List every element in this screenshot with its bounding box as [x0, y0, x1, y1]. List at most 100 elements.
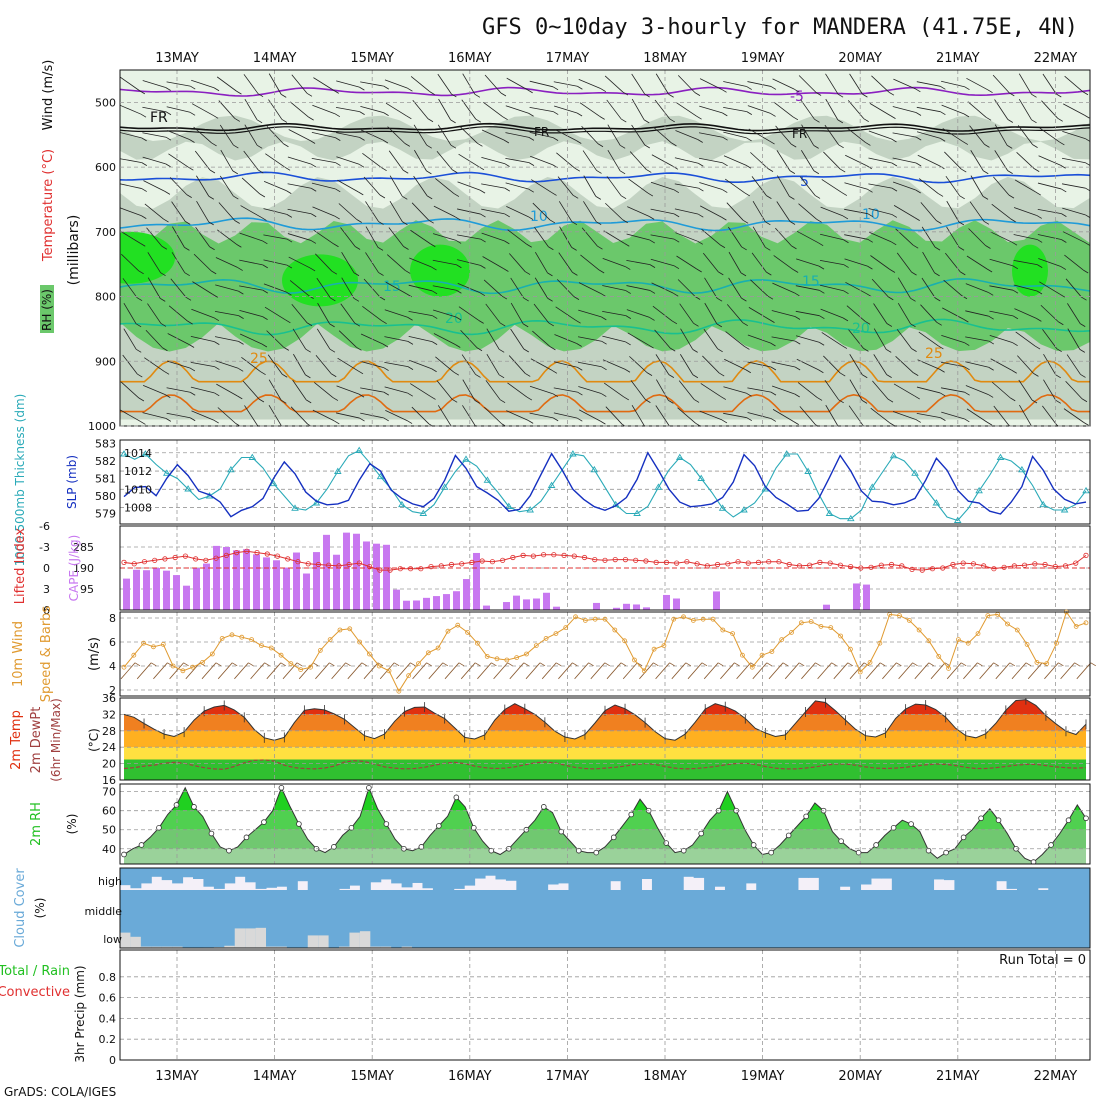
wind-barb [848, 405, 864, 426]
wind-barb [1017, 125, 1033, 145]
wind10m-point [789, 630, 794, 635]
cloud-middle-bar [923, 890, 935, 920]
wind-barb [191, 308, 214, 319]
wind-barb [1018, 98, 1032, 121]
wind-barb [522, 323, 529, 328]
wind-barb [694, 296, 701, 300]
precip-legend-convective: Convective [0, 985, 70, 1000]
thickness-point [1018, 465, 1026, 473]
cloud-middle-bar [745, 890, 757, 920]
wind-barb [340, 303, 356, 324]
wind-barb [628, 178, 649, 194]
wind-barb [772, 409, 794, 422]
wind-barb [432, 315, 438, 319]
cloud-low-bar [130, 920, 142, 948]
wind-barb [910, 297, 916, 302]
wind10m-point [622, 638, 628, 644]
wind-barb [1014, 308, 1037, 319]
cloud-high-bar [234, 868, 246, 877]
wind-barb [385, 102, 407, 117]
wind-barb-10m [1058, 662, 1064, 667]
wind-barb [751, 176, 767, 196]
wind-barb [572, 194, 579, 199]
wind-barb [455, 344, 461, 348]
wind10m-point [936, 654, 942, 659]
wind-barb [1042, 73, 1057, 95]
thickness-point [740, 506, 748, 513]
rh2m-unit-label: (%) [65, 814, 79, 835]
wind-barb [526, 243, 532, 248]
wind-barb [208, 195, 215, 200]
date-label-bottom: 18MAY [643, 1069, 687, 1084]
isotherm-line [120, 171, 1090, 184]
lifted-index-point [878, 562, 884, 568]
wind-barb [379, 194, 386, 199]
wind-barb [1057, 117, 1063, 122]
cloud-high-bar [412, 868, 423, 883]
pressure-tick-label: 900 [95, 355, 116, 368]
wind-barb [868, 130, 892, 140]
cloud-high-bar [182, 868, 194, 878]
wind-barb [281, 399, 287, 404]
wind-barb [431, 266, 437, 271]
cloud-low-bar [516, 920, 528, 948]
lifted-index-point [929, 566, 936, 572]
wind-barb [600, 88, 607, 93]
cloud-low-gray [266, 946, 277, 948]
wind-barb [577, 336, 602, 342]
cloud-low-bar [651, 920, 663, 948]
wind-axis-label: Wind (m/s) [41, 60, 56, 131]
wind10m-point [151, 644, 156, 650]
wind10m-point [779, 637, 785, 642]
rh2m-point [628, 811, 635, 818]
cape-bar [333, 554, 340, 610]
thickness-tick-label: 579 [95, 508, 116, 521]
wind-barb [989, 334, 1013, 344]
wind-barb [268, 99, 283, 120]
cloud-low-bar [224, 920, 236, 948]
wind-barb [697, 240, 704, 245]
pressure-tick-label: 800 [95, 291, 116, 304]
wind-barb [484, 74, 502, 94]
lifted-index-point [510, 554, 516, 561]
cape-bar [303, 573, 310, 610]
wind-barb [724, 178, 746, 194]
wind-barb [789, 196, 795, 200]
cloud-middle-bar [307, 890, 319, 920]
wind-barb [291, 74, 308, 94]
wind-barb [800, 99, 815, 120]
wind-barb [700, 383, 722, 397]
lifted-index-point [796, 563, 803, 569]
wind10m-point [1044, 661, 1050, 666]
wind-barb [237, 267, 243, 271]
wind10m-point [759, 652, 765, 658]
cloud-high-bar [255, 868, 267, 889]
cloud-high-bar [996, 868, 1008, 882]
wind-barb [263, 283, 287, 293]
wind-barb [310, 213, 317, 218]
lifted-index-point [489, 559, 496, 565]
wind-barb [289, 101, 309, 118]
cloud-high-bar [745, 868, 757, 884]
wind-barb [556, 279, 575, 297]
wind-barb [1012, 342, 1018, 347]
lifted-index-point [755, 559, 762, 566]
cloud-middle-bar [1006, 890, 1018, 920]
rh-tick-label: 50 [102, 824, 116, 837]
cloud-high-bar [808, 868, 820, 878]
wind-barb [844, 258, 868, 267]
wind-barb [577, 361, 602, 368]
wind-barb [409, 359, 432, 370]
wind10m-point [386, 668, 392, 674]
wind-barb [862, 374, 868, 379]
cloud-low-bar [933, 920, 945, 948]
cloud-low-bar [662, 920, 674, 948]
wind-barb [1085, 214, 1090, 219]
wind-barb [654, 99, 671, 120]
cape-bar [283, 567, 290, 610]
wind-barb [814, 118, 820, 123]
cloud-low-bar [453, 920, 465, 948]
lifted-index-point [182, 553, 189, 559]
thickness-point [697, 474, 705, 481]
